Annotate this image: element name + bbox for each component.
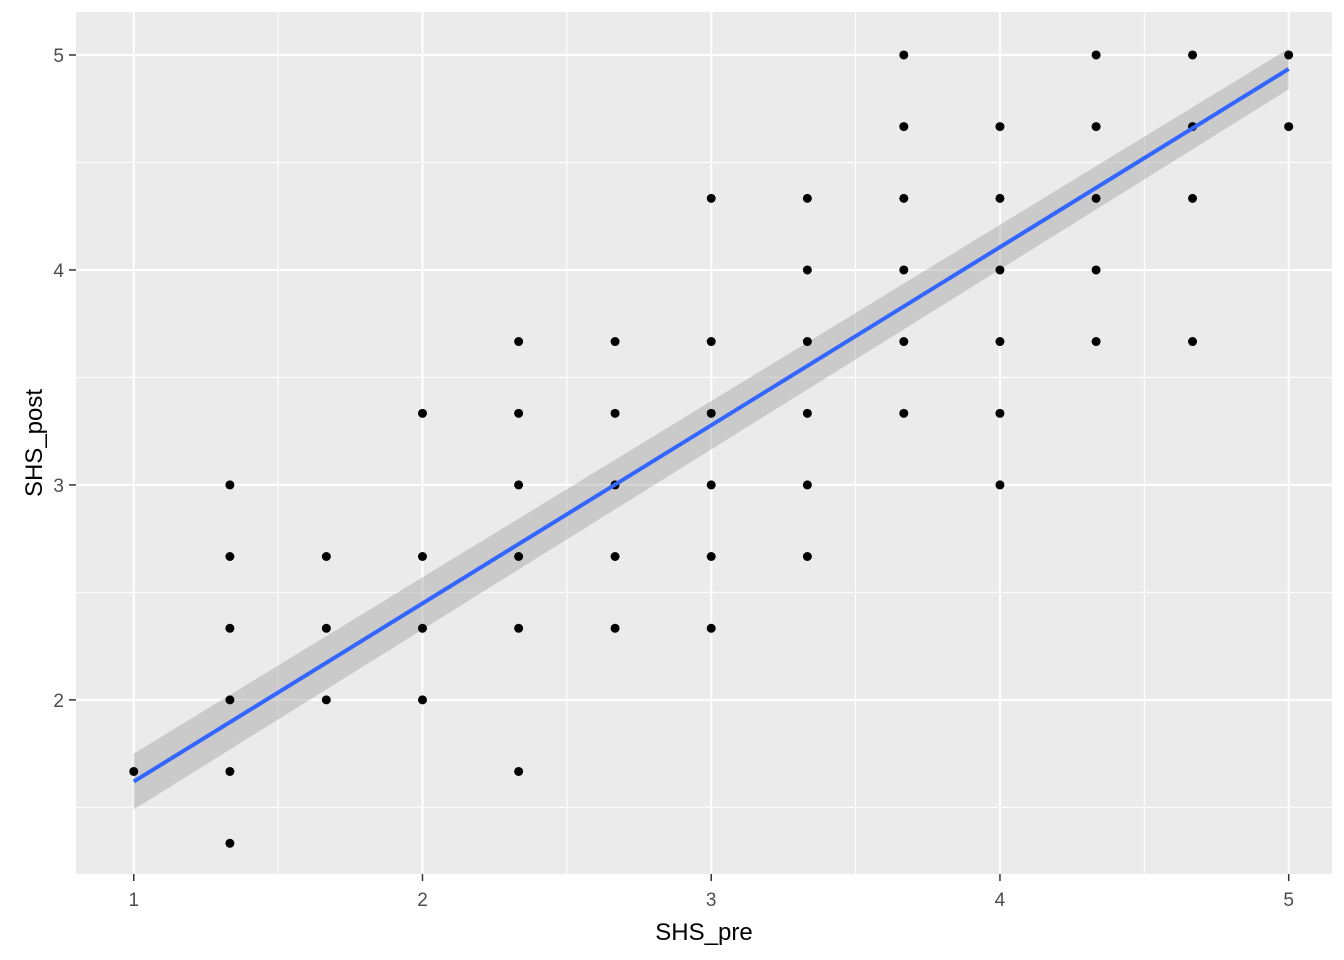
data-point: [899, 122, 909, 132]
data-point: [1091, 193, 1101, 203]
data-point: [1284, 50, 1294, 60]
x-axis-title: SHS_pre: [655, 919, 752, 946]
data-point: [225, 480, 235, 490]
data-point: [802, 480, 812, 490]
data-point: [321, 552, 331, 562]
data-point: [995, 337, 1005, 347]
data-point: [995, 408, 1005, 418]
x-tick-label: 2: [417, 890, 428, 911]
data-point: [225, 838, 235, 848]
y-tick-label: 3: [53, 476, 64, 497]
data-point: [610, 408, 620, 418]
data-point: [706, 408, 716, 418]
data-point: [417, 695, 427, 705]
x-tick-label: 3: [706, 890, 717, 911]
minor-gridlines: [76, 12, 1332, 874]
data-point: [514, 766, 524, 776]
data-point: [1188, 193, 1198, 203]
data-point: [321, 695, 331, 705]
data-point: [899, 265, 909, 275]
data-point: [225, 552, 235, 562]
data-point: [610, 337, 620, 347]
data-point: [225, 695, 235, 705]
confidence-band: [133, 48, 1289, 810]
data-point: [899, 337, 909, 347]
data-point: [802, 193, 812, 203]
data-point: [899, 193, 909, 203]
y-tick-label: 4: [53, 261, 64, 282]
y-tick-label: 2: [53, 691, 64, 712]
plot-panel: [76, 12, 1332, 874]
data-point: [706, 623, 716, 633]
y-axis-title: SHS_post: [21, 389, 48, 497]
x-tick-label: 1: [128, 890, 139, 911]
fit-line-layer: [132, 67, 1290, 784]
data-point: [417, 552, 427, 562]
axis-ticks: 1 2 3 4 5 2 3 4 5: [53, 46, 1294, 911]
data-point: [995, 193, 1005, 203]
data-point: [225, 623, 235, 633]
y-tick-label: 5: [53, 46, 64, 67]
data-point: [610, 623, 620, 633]
data-point: [802, 552, 812, 562]
data-point: [417, 623, 427, 633]
data-point: [995, 265, 1005, 275]
data-point: [129, 766, 139, 776]
data-point: [802, 408, 812, 418]
data-point: [1188, 50, 1198, 60]
data-point: [899, 50, 909, 60]
data-point: [706, 552, 716, 562]
major-gridlines: [76, 12, 1332, 874]
data-point: [802, 337, 812, 347]
data-point: [1091, 50, 1101, 60]
data-point: [514, 623, 524, 633]
data-point: [514, 337, 524, 347]
x-tick-label: 4: [995, 890, 1006, 911]
x-tick-label: 5: [1283, 890, 1294, 911]
data-point: [899, 408, 909, 418]
data-point: [514, 480, 524, 490]
data-point: [1091, 122, 1101, 132]
data-point: [514, 552, 524, 562]
data-point: [995, 480, 1005, 490]
data-point: [225, 766, 235, 776]
confidence-band-layer: [133, 48, 1289, 810]
data-point: [514, 408, 524, 418]
data-point: [706, 480, 716, 490]
data-point: [1091, 265, 1101, 275]
data-point: [1091, 337, 1101, 347]
data-point: [706, 193, 716, 203]
data-point: [1188, 337, 1198, 347]
regression-line: [132, 67, 1290, 784]
data-point: [706, 337, 716, 347]
data-point: [610, 552, 620, 562]
data-point: [1284, 122, 1294, 132]
data-point: [995, 122, 1005, 132]
data-points: [129, 50, 1294, 848]
data-point: [321, 623, 331, 633]
data-point: [417, 408, 427, 418]
data-point: [802, 265, 812, 275]
